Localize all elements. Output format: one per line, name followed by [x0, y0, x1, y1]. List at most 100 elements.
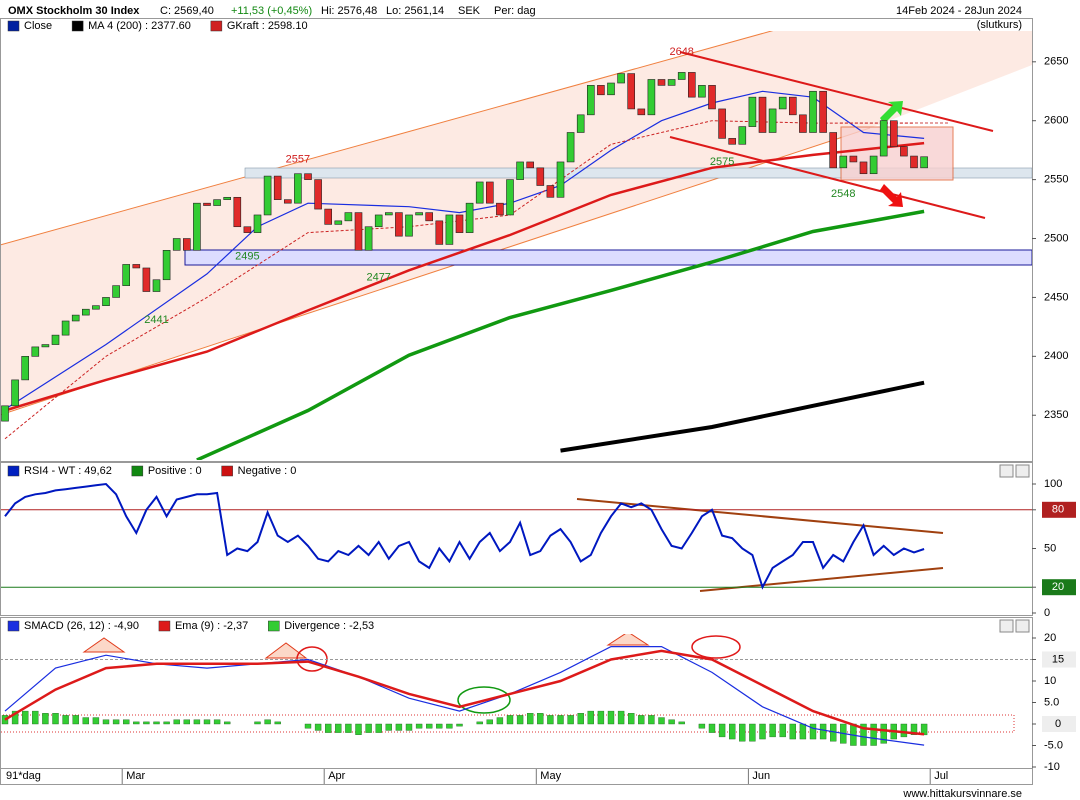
legend-label: Close — [24, 20, 52, 32]
y-tick-label: 15 — [1052, 653, 1064, 665]
legend-swatch — [7, 620, 20, 632]
y-tick-label: 2550 — [1044, 174, 1068, 186]
y-tick-label: 20 — [1044, 632, 1056, 644]
candle — [31, 346, 40, 357]
divergence-bar — [870, 723, 877, 746]
candle — [900, 146, 908, 157]
divergence-bar — [567, 715, 574, 725]
candle — [455, 214, 464, 233]
legend-label: SMACD (26, 12) : -4,90 — [24, 620, 139, 632]
legend-swatch — [221, 465, 233, 477]
y-tick-label: 0 — [1044, 607, 1050, 619]
tick-box — [1042, 651, 1076, 668]
tick-box — [1042, 579, 1076, 596]
y-tick-label: 50 — [1044, 542, 1056, 554]
divergence-bar — [456, 723, 463, 727]
divergence-bar — [133, 721, 140, 725]
divergence-bar — [72, 715, 79, 725]
candle — [415, 212, 423, 216]
divergence-bar — [385, 723, 392, 731]
candle — [546, 185, 555, 198]
candle — [354, 212, 363, 251]
candle — [294, 173, 302, 204]
candle — [314, 179, 322, 210]
candle — [71, 314, 80, 322]
candle — [718, 108, 726, 139]
divergence-bar — [749, 723, 756, 742]
divergence-bar — [496, 717, 504, 725]
divergence-bar — [638, 715, 645, 725]
legend-label: MA 4 (200) : 2377.60 — [88, 20, 191, 32]
legend-label: RSI4 - WT : 49,62 — [24, 465, 112, 477]
candle — [657, 79, 666, 86]
divergence-bar — [920, 723, 928, 736]
y-tick-label: 80 — [1052, 504, 1064, 516]
candle — [879, 120, 888, 157]
candle — [405, 214, 413, 237]
rsi-line — [4, 482, 925, 590]
legend-swatch — [158, 620, 171, 632]
divergence-bar — [648, 715, 655, 725]
title: OMX Stockholm 30 Index — [8, 5, 140, 17]
date-range: 14Feb 2024 - 28Jun 2024 — [896, 5, 1022, 17]
level-annotation: 2477 — [366, 272, 390, 284]
candle — [344, 212, 353, 222]
candle — [82, 308, 90, 316]
candle — [738, 126, 747, 145]
divergence-bar — [809, 723, 817, 740]
price-mode: (slutkurs) — [977, 19, 1022, 31]
candle — [597, 85, 605, 96]
candle — [233, 196, 242, 228]
candle — [506, 179, 514, 216]
candle — [637, 108, 646, 116]
candle — [748, 96, 757, 127]
divergence-bar — [203, 719, 211, 725]
divergence-bar — [375, 723, 382, 733]
candle — [799, 114, 807, 133]
candle — [667, 79, 676, 86]
divergence-bar — [486, 719, 493, 725]
divergence-bar — [668, 719, 675, 725]
panel-buttons[interactable] — [999, 464, 1030, 633]
candle — [41, 344, 50, 348]
y-tick-label: 2500 — [1044, 232, 1068, 244]
divergence-bar — [223, 721, 231, 725]
rsi-plot — [0, 482, 1032, 592]
candle — [21, 356, 30, 381]
level-annotation: 2648 — [669, 46, 693, 58]
candle — [889, 120, 898, 147]
candle — [61, 320, 70, 336]
candle — [172, 238, 181, 251]
macd-plot — [0, 634, 1032, 746]
candle — [788, 96, 797, 116]
candle — [819, 90, 827, 133]
candle — [627, 73, 636, 110]
legend-label: Ema (9) : -2,37 — [175, 620, 248, 632]
candle — [223, 196, 231, 200]
candle — [11, 379, 19, 407]
indicator-line — [560, 380, 925, 453]
divergence-bar — [527, 713, 534, 725]
y-tick-label: 2400 — [1044, 350, 1068, 362]
candle — [728, 138, 737, 145]
rsi-frame — [0, 462, 1033, 616]
divergence-bar — [607, 710, 615, 725]
candle — [253, 214, 262, 233]
divergence-bar — [143, 721, 150, 725]
y-tick-label: 20 — [1052, 581, 1064, 593]
change: +11,53 (+0,45%) — [231, 5, 312, 17]
y-tick-label: 2600 — [1044, 115, 1068, 127]
divergence-bar — [426, 723, 433, 729]
y-tick-label: -10 — [1044, 761, 1060, 773]
y-tick-label: -5.0 — [1044, 739, 1063, 751]
divergence-bar — [183, 719, 191, 725]
level-annotation: 2575 — [710, 156, 734, 168]
y-tick-label: 100 — [1044, 478, 1062, 490]
legend-swatch — [131, 465, 144, 477]
candle — [526, 161, 535, 169]
x-axis-frame — [0, 768, 1033, 785]
candle — [395, 212, 403, 237]
divergence-bar — [314, 723, 322, 731]
candle — [768, 108, 777, 133]
divergence-bar — [476, 721, 483, 725]
